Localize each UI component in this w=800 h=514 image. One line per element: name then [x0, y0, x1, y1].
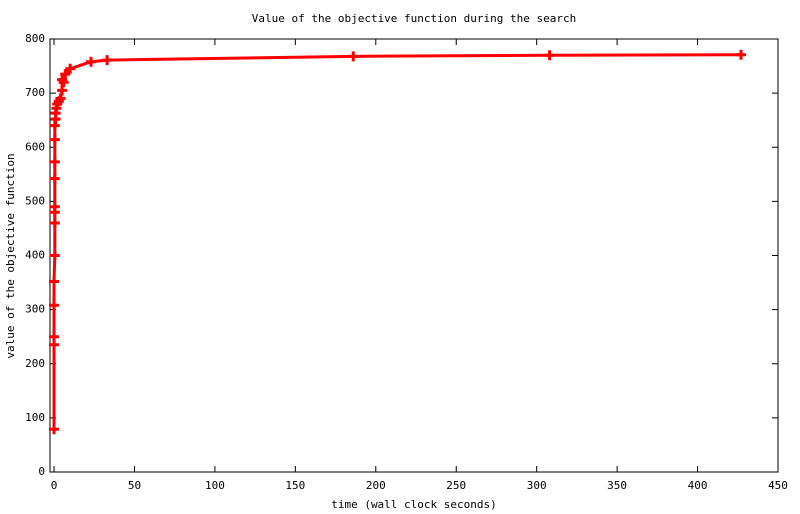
point-marker: [544, 50, 555, 61]
point-marker: [60, 69, 71, 80]
plot-frame: [49, 38, 779, 473]
point-marker: [102, 55, 113, 66]
x-tick-label: 200: [366, 479, 386, 492]
point-marker: [65, 63, 76, 74]
y-tick-label: 400: [25, 249, 45, 262]
point-marker: [735, 49, 746, 60]
x-tick-label: 50: [128, 479, 141, 492]
chart-title: Value of the objective function during t…: [252, 12, 577, 25]
point-marker: [49, 276, 60, 287]
y-tick-label: 800: [25, 32, 45, 45]
point-marker: [55, 93, 66, 104]
x-tick-label: 300: [527, 479, 547, 492]
x-axis-label: time (wall clock seconds): [331, 498, 497, 511]
point-marker: [49, 173, 60, 184]
y-tick-label: 0: [38, 465, 45, 478]
x-tick-label: 0: [51, 479, 58, 492]
y-tick-label: 700: [25, 86, 45, 99]
point-marker: [49, 424, 60, 435]
x-tick-label: 350: [607, 479, 627, 492]
point-marker: [49, 300, 60, 311]
y-tick-label: 500: [25, 194, 45, 207]
point-marker: [86, 56, 97, 67]
x-tick-label: 400: [688, 479, 708, 492]
point-marker: [49, 201, 60, 212]
series-line: [52, 53, 742, 430]
point-marker: [49, 331, 60, 342]
point-marker: [49, 134, 60, 145]
point-marker: [49, 218, 60, 229]
x-tick-label: 100: [205, 479, 225, 492]
x-tick-label: 450: [768, 479, 788, 492]
point-marker: [58, 77, 69, 88]
point-marker: [49, 250, 60, 261]
point-marker: [348, 51, 359, 62]
y-axis-label: value of the objective function: [4, 153, 17, 358]
y-tick-label: 200: [25, 357, 45, 370]
point-marker: [57, 85, 68, 96]
y-tick-label: 100: [25, 411, 45, 424]
y-tick-label: 300: [25, 303, 45, 316]
point-marker: [49, 156, 60, 167]
x-tick-label: 250: [446, 479, 466, 492]
y-tick-label: 600: [25, 140, 45, 153]
x-tick-label: 150: [285, 479, 305, 492]
